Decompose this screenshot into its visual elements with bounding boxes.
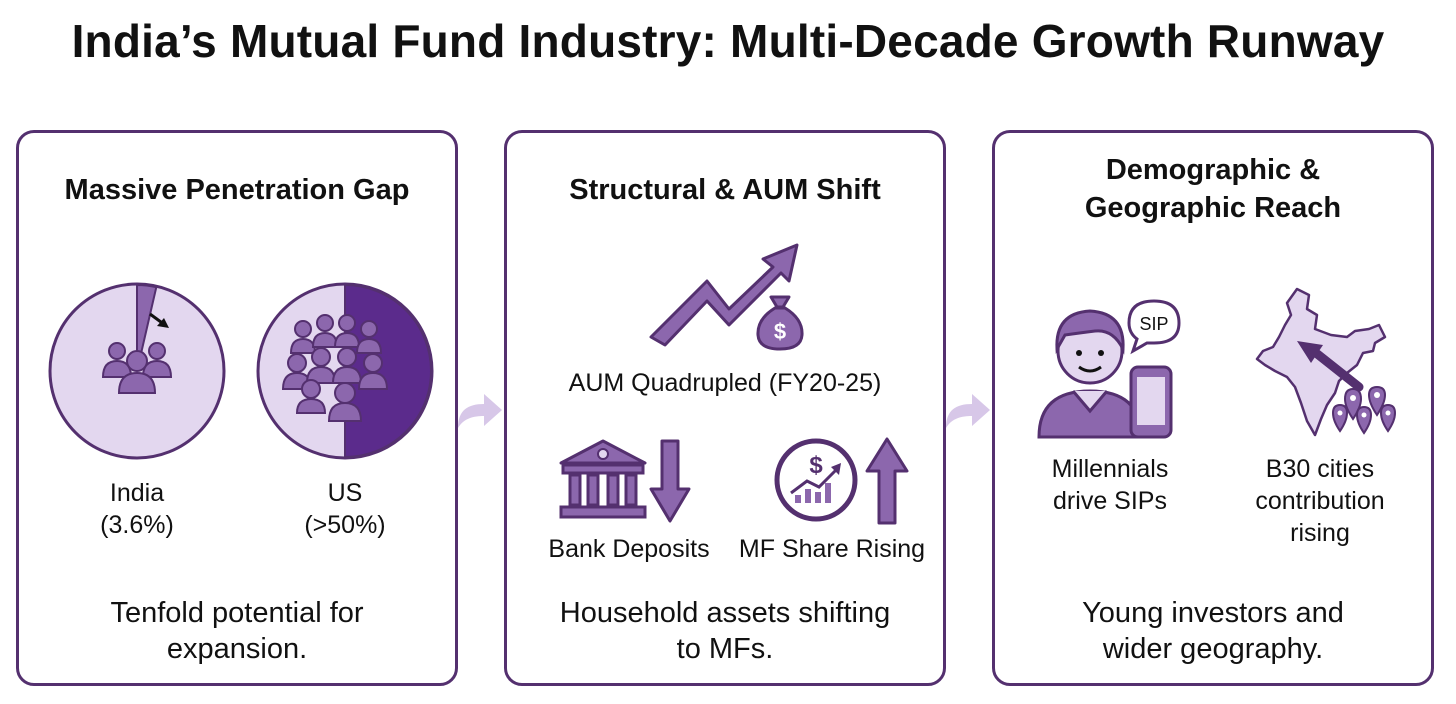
people-crowd-icon [281,314,389,422]
connector-arrow-2 [946,394,990,428]
location-pins-icon [1331,385,1397,435]
panel-structural-shift: Structural & AUM Shift $ AUM Quadrupled … [504,130,946,686]
panel-footer-line2: to MFs. [676,633,774,665]
india-pie-chart [48,282,226,460]
panel-footer-line1: Young investors and [1082,597,1344,629]
panel-footer-line2: expansion. [166,633,308,665]
speech-bubble-icon: SIP [1127,299,1181,355]
panel-penetration-gap: Massive Penetration Gap India (3.6%) US … [16,130,458,686]
money-bag-icon: $ [756,295,804,351]
b30-line1: B30 cities [1265,455,1375,483]
india-map-icon [1255,287,1387,437]
panel-demographic-reach: Demographic & Geographic Reach SIP Mille… [992,130,1434,686]
millennials-line2: drive SIPs [1053,487,1167,515]
growth-arrow-icon [649,243,799,347]
panel-title: Massive Penetration Gap [64,174,410,206]
panel-title-line1: Demographic & [1105,154,1321,186]
us-pie-chart [256,282,434,460]
people-group-icon [101,342,173,394]
us-label: US [327,479,363,507]
b30-line2: contribution [1255,487,1385,515]
up-arrow-icon [865,437,909,525]
phone-icon [1129,365,1173,439]
panel-footer-line1: Household assets shifting [559,597,891,629]
bank-icon [559,439,647,519]
mf-growth-coin-icon: $ [774,438,858,522]
india-value: (3.6%) [100,511,174,539]
panel-footer-line1: Tenfold potential for [110,597,364,629]
dollar-symbol: $ [774,319,786,344]
india-label: India [109,479,165,507]
panel-footer-line2: wider geography. [1102,633,1324,665]
connector-arrow-1 [458,394,502,428]
us-value: (>50%) [304,511,386,539]
aum-label: AUM Quadrupled (FY20-25) [568,369,882,397]
panel-title-line2: Geographic Reach [1084,192,1342,224]
mf-share-label: MF Share Rising [738,535,926,563]
b30-line3: rising [1290,519,1350,547]
panel-title: Structural & AUM Shift [569,174,881,206]
mf-dollar-symbol: $ [809,452,823,479]
india-pie-slice [136,283,158,372]
page-title: India’s Mutual Fund Industry: Multi-Deca… [71,15,1385,67]
bank-deposits-label: Bank Deposits [548,535,710,563]
millennials-line1: Millennials [1051,455,1169,483]
sip-text: SIP [1139,314,1168,334]
down-arrow-icon [649,439,691,523]
